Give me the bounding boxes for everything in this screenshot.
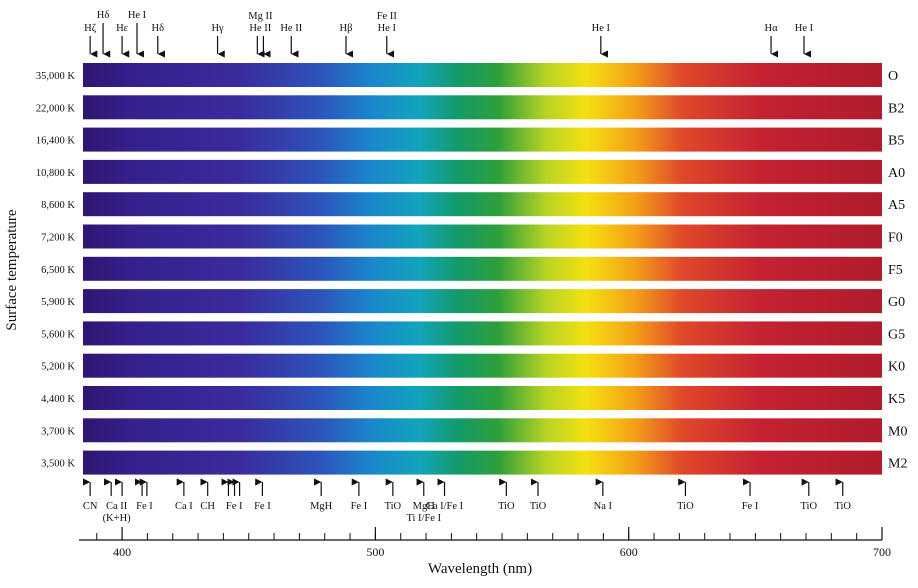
line-label: TiO	[677, 501, 694, 512]
class-label: B5	[888, 134, 904, 149]
line-label: TiO	[498, 501, 515, 512]
line-label: Fe I	[136, 501, 153, 512]
line-label: He I	[128, 10, 147, 21]
line-label: Hζ	[84, 23, 97, 34]
class-label: F0	[888, 231, 903, 246]
class-label: A0	[888, 166, 905, 181]
line-label: Fe I	[742, 501, 759, 512]
spectrum-strip	[83, 386, 882, 410]
spectrum-strip	[83, 192, 882, 217]
x-axis-label: Wavelength (nm)	[428, 561, 532, 577]
temperature-label: 4,400 K	[41, 394, 75, 405]
line-label: Ti I/Fe I	[406, 513, 441, 524]
temperature-label: 5,600 K	[41, 329, 75, 340]
x-tick-label: 700	[873, 545, 891, 559]
line-label: Hε	[116, 23, 129, 34]
spectrum-strip	[83, 321, 882, 346]
spectrum-strip	[83, 224, 882, 249]
y-axis-label: Surface temperature	[4, 209, 20, 331]
line-label: He II	[280, 23, 302, 34]
class-label: F5	[888, 263, 903, 278]
line-label: Hα	[765, 23, 779, 34]
line-label: Fe I	[351, 501, 368, 512]
class-label: G5	[888, 327, 905, 342]
class-label: G0	[888, 295, 905, 310]
line-label: TiO	[801, 501, 818, 512]
line-label: TiO	[834, 501, 851, 512]
spectrum-strip	[83, 418, 882, 443]
line-label: (K+H)	[103, 513, 132, 524]
line-label: CN	[83, 501, 98, 512]
line-label: Ca I/Fe I	[426, 501, 464, 512]
line-label: MgH	[413, 501, 436, 512]
line-label: Ca II	[106, 501, 128, 512]
spectrum-strip	[83, 63, 882, 87]
line-label: Hγ	[211, 23, 224, 34]
line-label: Fe I	[254, 501, 271, 512]
line-label: Fe I	[226, 501, 243, 512]
line-label: CH	[200, 501, 215, 512]
line-label: He I	[592, 23, 611, 34]
spectrum-strip	[83, 127, 882, 152]
line-label: Na I	[594, 501, 613, 512]
temperature-label: 5,900 K	[41, 297, 75, 308]
line-label: TiO	[385, 501, 402, 512]
x-tick-label: 600	[620, 545, 638, 559]
temperature-label: 3,500 K	[41, 459, 75, 470]
class-label: B2	[888, 101, 904, 116]
line-label: Fe II	[377, 11, 398, 22]
temperature-label: 35,000 K	[36, 71, 76, 82]
line-label: He I	[378, 23, 397, 34]
class-label: A5	[888, 198, 905, 213]
class-label: K5	[888, 392, 905, 407]
line-label: Ca I	[175, 501, 193, 512]
class-label: M2	[888, 457, 907, 472]
line-label: MgH	[310, 501, 333, 512]
line-label: Hδ	[97, 10, 110, 21]
temperature-label: 6,500 K	[41, 265, 75, 276]
x-tick-label: 500	[366, 545, 384, 559]
temperature-label: 3,700 K	[41, 426, 75, 437]
plot: 35,000 K O 22,000 K B2 16,400 K B5 10,800 K A0 8…	[36, 10, 908, 559]
temperature-label: 7,200 K	[41, 233, 75, 244]
line-label: Hβ	[340, 23, 353, 34]
spectrum-strip	[83, 95, 882, 120]
line-label: He I	[795, 23, 814, 34]
class-label: M0	[888, 424, 907, 439]
x-tick-label: 400	[113, 545, 131, 559]
spectrum-strip	[83, 289, 882, 314]
spectrum-strip	[83, 159, 882, 184]
line-label: He II	[249, 23, 271, 34]
spectrum-strip	[83, 256, 882, 281]
temperature-label: 8,600 K	[41, 200, 75, 211]
temperature-label: 10,800 K	[36, 168, 76, 179]
class-label: K0	[888, 360, 905, 375]
line-label: Mg II	[248, 11, 273, 22]
class-label: O	[888, 69, 898, 84]
temperature-label: 16,400 K	[36, 136, 76, 147]
spectrum-strip	[83, 353, 882, 378]
line-label: TiO	[530, 501, 547, 512]
temperature-label: 5,200 K	[41, 362, 75, 373]
line-label: Hδ	[152, 23, 165, 34]
temperature-label: 22,000 K	[36, 103, 76, 114]
spectrum-strip	[83, 450, 882, 475]
